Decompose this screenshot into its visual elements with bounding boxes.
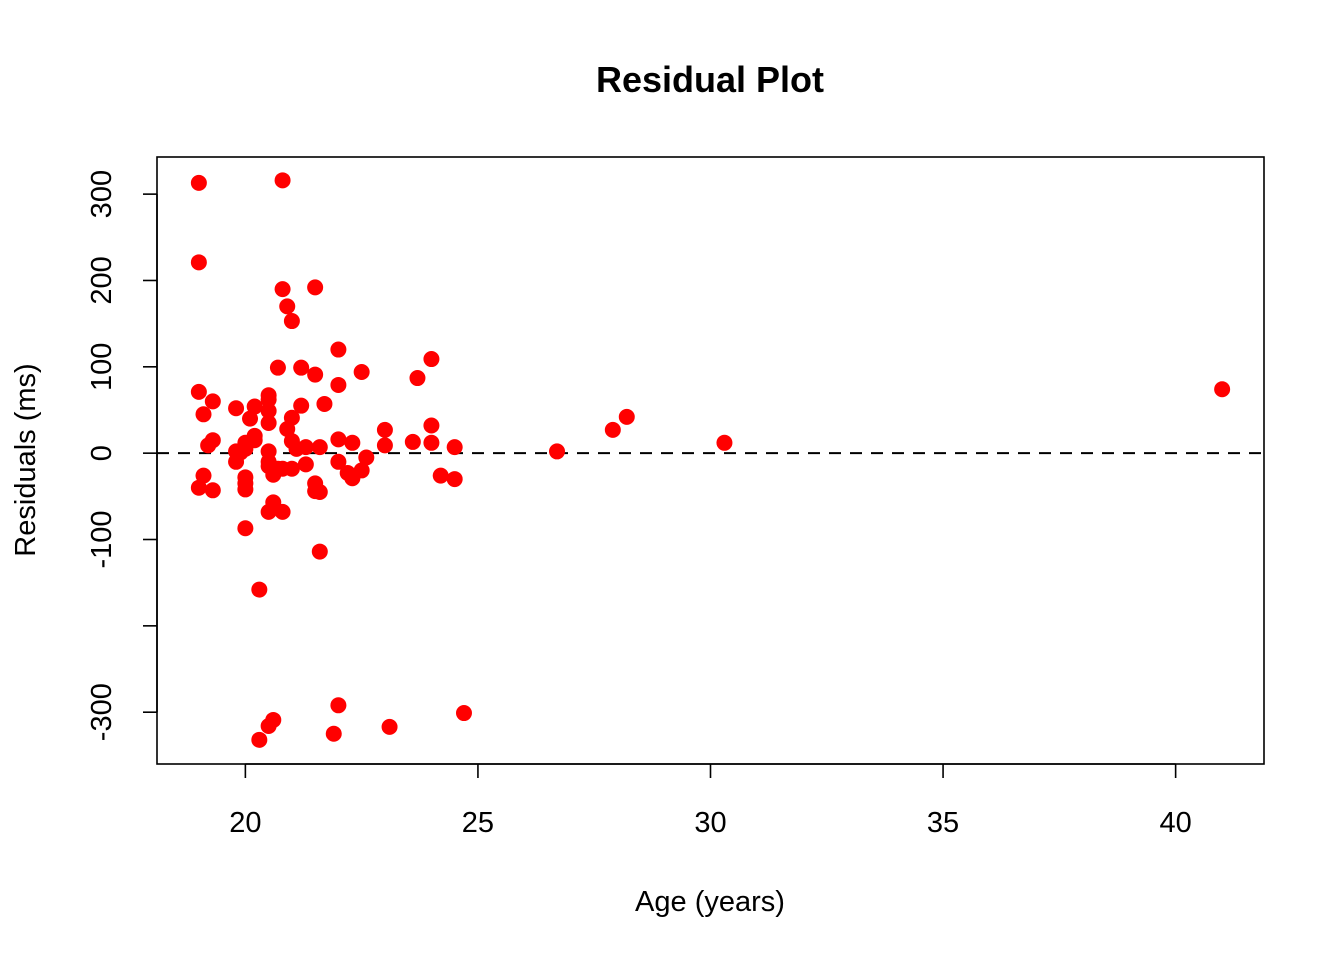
x-tick-label: 35 [927,807,959,839]
data-point [200,437,217,454]
data-point [716,434,733,451]
data-point [190,254,207,271]
data-point [330,453,347,470]
data-point [195,406,212,423]
data-point [190,383,207,400]
data-point [260,414,277,431]
x-tick-label: 20 [229,807,261,839]
data-point [297,439,314,456]
data-point [344,434,361,451]
data-point [604,421,621,438]
data-point [358,449,375,466]
data-point [204,482,221,499]
x-axis-label: Age (years) [635,886,785,918]
plot-frame [156,156,1265,765]
data-point [353,363,370,380]
data-point [330,431,347,448]
y-axis: -300 -100 0 100 200 300 [86,170,158,741]
y-tick-label: 100 [86,343,118,391]
x-tick-label: 40 [1159,807,1191,839]
data-point [316,395,333,412]
data-point [311,543,328,560]
data-point [549,443,566,460]
data-point [274,281,291,298]
data-point [330,341,347,358]
data-point [283,409,300,426]
data-point [260,402,277,419]
data-point [274,503,291,520]
data-point [251,581,268,598]
data-point [330,376,347,393]
x-axis: 20 25 30 35 40 [229,763,1192,839]
data-point [274,172,291,189]
data-point [376,437,393,454]
data-point [423,417,440,434]
data-point [325,725,342,742]
data-point [618,408,635,425]
data-point [311,484,328,501]
y-tick-label: -100 [86,510,118,568]
y-tick-label: 200 [86,256,118,304]
data-point [246,398,263,415]
data-point [1214,381,1231,398]
x-tick-label: 30 [694,807,726,839]
y-tick-label: 0 [86,445,118,461]
data-point [353,462,370,479]
data-point [381,718,398,735]
data-point [307,279,324,296]
chart-title: Residual Plot [596,59,824,100]
data-point [279,298,296,315]
data-point [190,174,207,191]
data-point [423,351,440,368]
data-point [260,391,277,408]
data-point [432,467,449,484]
data-point [283,313,300,330]
data-point [251,731,268,748]
data-point [265,711,282,728]
data-point [293,397,310,414]
data-point [376,421,393,438]
data-point [237,520,254,537]
x-tick-label: 25 [462,807,494,839]
data-point [204,393,221,410]
data-point [228,400,245,417]
data-point [293,359,310,376]
y-tick-label: -300 [86,683,118,741]
data-point [307,366,324,383]
data-point [237,481,254,498]
data-point [423,434,440,451]
y-tick-label: 300 [86,170,118,218]
y-axis-label: Residuals (ms) [10,363,42,556]
data-point [246,432,263,449]
data-point [190,479,207,496]
data-point [297,456,314,473]
data-point [446,439,463,456]
data-point [195,467,212,484]
data-point [311,439,328,456]
data-point [269,359,286,376]
data-point [404,433,421,450]
data-point [242,410,259,427]
data-point [455,705,472,722]
data-point [446,471,463,488]
points-layer [190,172,1231,748]
data-point [409,370,426,387]
data-point [283,460,300,477]
data-point [330,697,347,714]
